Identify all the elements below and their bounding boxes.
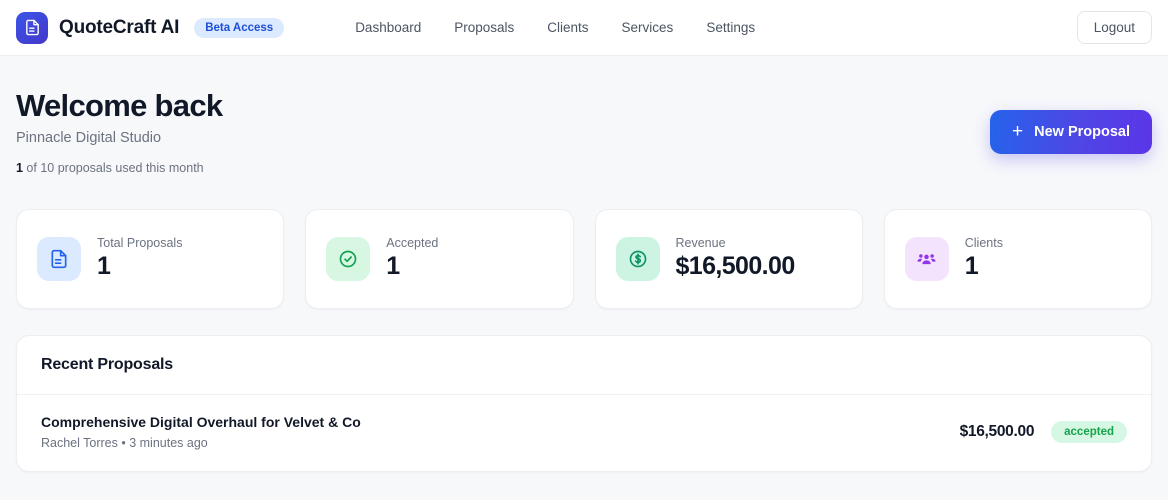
users-group-icon: [904, 236, 949, 281]
new-proposal-button[interactable]: + New Proposal: [990, 110, 1152, 154]
stat-label: Total Proposals: [97, 236, 183, 251]
stat-text: Clients 1: [965, 236, 1003, 281]
nav-item-clients[interactable]: Clients: [547, 20, 589, 35]
document-icon: [37, 236, 81, 281]
document-icon: [16, 11, 48, 44]
hero-text: Welcome back Pinnacle Digital Studio 1 o…: [16, 88, 990, 175]
stat-text: Accepted 1: [386, 236, 438, 281]
stat-card-clients[interactable]: Clients 1: [883, 208, 1152, 309]
proposal-amount: $16,500.00: [959, 422, 1035, 440]
nav-item-dashboard[interactable]: Dashboard: [355, 20, 422, 35]
proposal-main: Comprehensive Digital Overhaul for Velve…: [41, 414, 960, 450]
stat-label: Clients: [964, 236, 1003, 251]
top-navbar: QuoteCraft AI Beta Access Dashboard Prop…: [0, 0, 1168, 56]
stat-label: Revenue: [675, 236, 726, 251]
proposal-right: $16,500.00 accepted: [959, 420, 1127, 443]
stat-card-total-proposals[interactable]: Total Proposals 1: [16, 208, 285, 309]
organization-name: Pinnacle Digital Studio: [16, 129, 162, 146]
page-content: Welcome back Pinnacle Digital Studio 1 o…: [0, 56, 1168, 472]
stat-card-accepted[interactable]: Accepted 1: [305, 208, 574, 309]
nav-item-settings[interactable]: Settings: [706, 20, 756, 35]
page-title: Welcome back: [16, 88, 223, 123]
stat-label: Accepted: [386, 236, 439, 251]
panel-header: Recent Proposals: [17, 336, 1151, 395]
panel-title: Recent Proposals: [41, 355, 173, 373]
brand-name: QuoteCraft AI: [59, 16, 180, 38]
recent-proposals-panel: Recent Proposals Comprehensive Digital O…: [16, 334, 1152, 472]
nav-item-proposals[interactable]: Proposals: [454, 20, 515, 35]
quota-count: 1: [16, 160, 23, 175]
stat-value: $16,500.00: [675, 252, 796, 281]
check-circle-icon: [326, 236, 371, 281]
stat-value: 1: [386, 252, 400, 281]
dollar-circle-icon: [615, 236, 660, 281]
stat-value: 1: [964, 252, 979, 281]
stat-text: Total Proposals 1: [97, 236, 182, 281]
stat-value: 1: [97, 252, 111, 281]
stat-card-revenue[interactable]: Revenue $16,500.00: [594, 208, 863, 309]
plus-icon: +: [1012, 120, 1024, 142]
beta-access-badge: Beta Access: [194, 17, 285, 38]
stat-text: Revenue $16,500.00: [675, 236, 796, 281]
proposal-title: Comprehensive Digital Overhaul for Velve…: [41, 413, 361, 430]
proposal-meta: Rachel Torres • 3 minutes ago: [41, 435, 208, 450]
hero-section: Welcome back Pinnacle Digital Studio 1 o…: [16, 56, 1152, 175]
logout-button[interactable]: Logout: [1076, 11, 1152, 44]
quota-text: 1 of 10 proposals used this month: [16, 161, 990, 175]
nav-item-services[interactable]: Services: [621, 20, 674, 35]
new-proposal-label: New Proposal: [1034, 124, 1130, 140]
primary-nav: Dashboard Proposals Clients Services Set…: [355, 20, 755, 35]
quota-rest: of 10 proposals used this month: [22, 160, 204, 175]
stats-row: Total Proposals 1 Accepted 1: [16, 208, 1152, 309]
brand[interactable]: QuoteCraft AI Beta Access: [16, 11, 285, 44]
status-badge: accepted: [1051, 420, 1127, 443]
proposal-list-item[interactable]: Comprehensive Digital Overhaul for Velve…: [17, 395, 1151, 471]
